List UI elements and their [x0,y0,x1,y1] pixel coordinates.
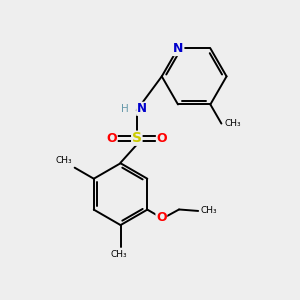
Text: CH₃: CH₃ [56,156,72,165]
Text: N: N [137,102,147,115]
Text: CH₃: CH₃ [225,119,242,128]
Text: O: O [106,132,117,145]
Text: O: O [157,132,167,145]
Text: H: H [121,104,128,114]
Text: CH₃: CH₃ [200,206,217,215]
Text: CH₃: CH₃ [111,250,128,259]
Text: O: O [156,211,167,224]
Text: S: S [132,131,142,145]
Text: N: N [173,42,183,55]
